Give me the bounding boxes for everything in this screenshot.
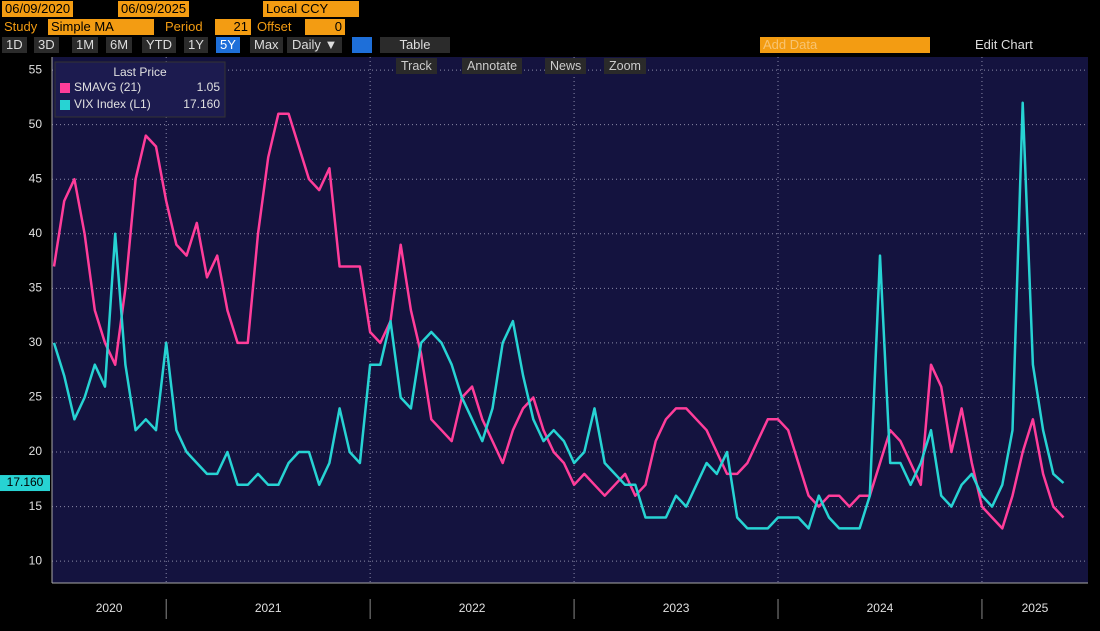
y-tick-label: 30 (29, 335, 43, 349)
tool-button[interactable]: Track (396, 58, 437, 74)
y-tick-label: 25 (29, 390, 43, 404)
range-button[interactable]: Max (250, 37, 283, 53)
y-tick-label: 20 (29, 444, 43, 458)
legend-swatch (60, 100, 70, 110)
range-button[interactable]: YTD (142, 37, 176, 53)
table-button[interactable]: Table (380, 37, 450, 53)
last-value-marker (0, 475, 50, 492)
tool-button[interactable]: Zoom (604, 58, 646, 74)
y-tick-label: 55 (29, 62, 43, 76)
x-tick-label: 2022 (459, 601, 486, 615)
add-data[interactable]: Add Data (760, 37, 930, 53)
legend-value: 17.160 (183, 97, 220, 111)
lines (52, 101, 1065, 530)
y-tick-label: 35 (29, 281, 43, 295)
legend-title: Last Price (113, 65, 167, 79)
start-date[interactable]: 06/09/2020 (2, 1, 74, 17)
series-line (52, 112, 1065, 530)
study-label: Study (4, 19, 38, 34)
x-tick-label: 2020 (96, 601, 123, 615)
legend-swatch (60, 83, 70, 93)
range-button[interactable]: 3D (34, 37, 59, 53)
y-tick-label: 40 (29, 226, 43, 240)
range-button[interactable]: 5Y (216, 37, 240, 53)
period[interactable]: 21 (215, 19, 251, 35)
legend-value: 1.05 (197, 80, 221, 94)
x-tick-label: 2021 (255, 601, 282, 615)
tool-button[interactable]: News (545, 58, 587, 74)
chart-type-button[interactable] (352, 37, 372, 53)
legend-label: VIX Index (L1) (74, 97, 151, 111)
series-line (52, 101, 1065, 530)
offset[interactable]: 0 (305, 19, 345, 35)
currency[interactable]: Local CCY (263, 1, 359, 17)
y-tick-label: 10 (29, 553, 43, 567)
edit-chart[interactable]: Edit Chart (975, 37, 1033, 52)
y-tick-label: 50 (29, 117, 43, 131)
end-date[interactable]: 06/09/2025 (118, 1, 190, 17)
range-button[interactable]: 1Y (184, 37, 208, 53)
last-value-label: 17.160 (7, 475, 44, 489)
legend (54, 61, 226, 118)
study[interactable]: Simple MA (48, 19, 154, 35)
plot-area (52, 57, 1088, 583)
range-button[interactable]: 1D (2, 37, 27, 53)
x-tick-label: 2024 (867, 601, 894, 615)
y-tick-label: 15 (29, 499, 43, 513)
x-tick-label: 2023 (663, 601, 690, 615)
tool-button[interactable]: Annotate (462, 58, 523, 74)
legend-label: SMAVG (21) (74, 80, 141, 94)
period-label: Period (165, 19, 203, 34)
frequency[interactable]: Daily ▼ (287, 37, 343, 53)
range-button[interactable]: 6M (106, 37, 133, 53)
range-button[interactable]: 1M (72, 37, 99, 53)
x-tick-label: 2025 (1022, 601, 1049, 615)
y-tick-label: 45 (29, 171, 43, 185)
offset-label: Offset (257, 19, 292, 34)
